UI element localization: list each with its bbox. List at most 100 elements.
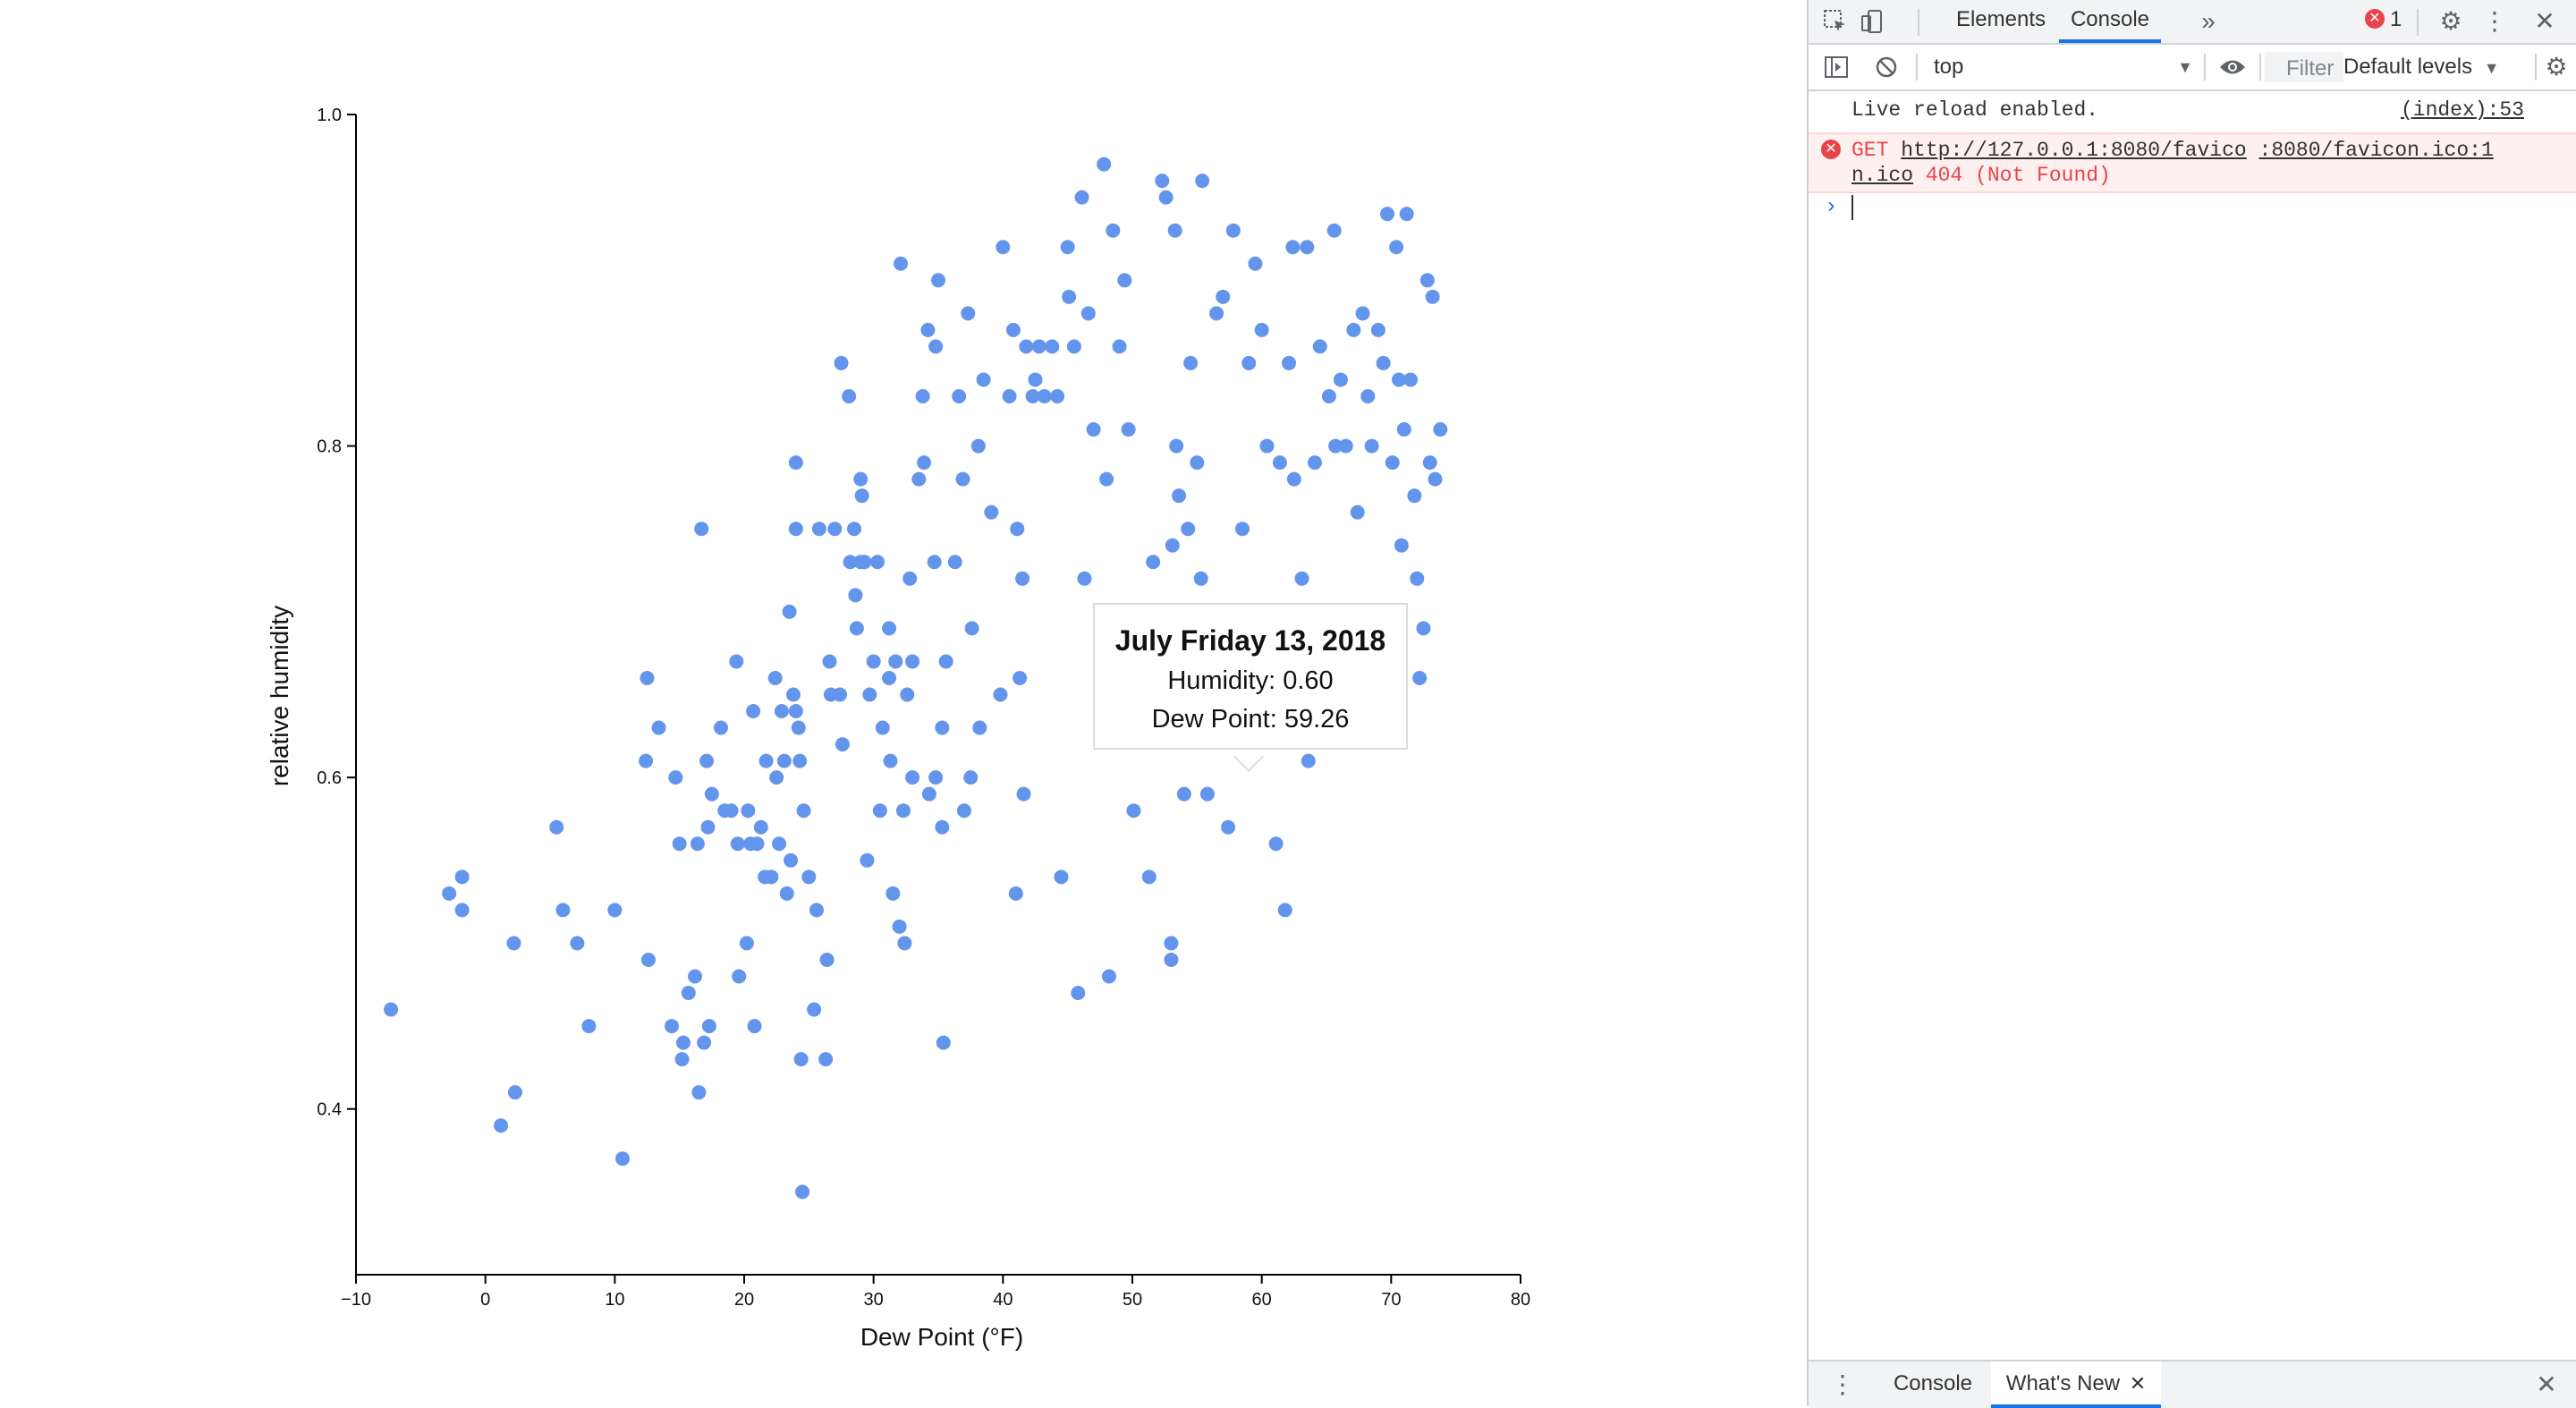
data-point[interactable] bbox=[857, 555, 872, 570]
data-point[interactable] bbox=[788, 522, 803, 537]
data-point[interactable] bbox=[870, 555, 886, 570]
data-point[interactable] bbox=[936, 1035, 951, 1050]
data-point[interactable] bbox=[1241, 355, 1257, 370]
data-point[interactable] bbox=[690, 836, 705, 852]
data-point[interactable] bbox=[834, 355, 849, 370]
data-point[interactable] bbox=[384, 1002, 399, 1017]
data-point[interactable] bbox=[1005, 322, 1021, 337]
data-point[interactable] bbox=[996, 240, 1011, 255]
data-point[interactable] bbox=[570, 936, 585, 951]
data-point[interactable] bbox=[1407, 488, 1422, 504]
data-point[interactable] bbox=[1169, 438, 1184, 454]
data-point[interactable] bbox=[1403, 372, 1419, 387]
data-point[interactable] bbox=[984, 505, 999, 520]
data-point[interactable] bbox=[1101, 969, 1116, 984]
data-point[interactable] bbox=[1002, 388, 1017, 403]
data-point[interactable] bbox=[972, 720, 987, 735]
data-point[interactable] bbox=[853, 471, 869, 487]
data-point[interactable] bbox=[507, 1085, 522, 1100]
data-point[interactable] bbox=[900, 687, 915, 702]
data-point[interactable] bbox=[764, 869, 779, 885]
data-point[interactable] bbox=[897, 936, 912, 951]
data-point[interactable] bbox=[866, 654, 881, 669]
data-point[interactable] bbox=[713, 720, 728, 735]
data-point[interactable] bbox=[704, 786, 719, 802]
data-point[interactable] bbox=[801, 869, 817, 885]
context-select[interactable]: top ▼ bbox=[1934, 52, 2193, 82]
data-point[interactable] bbox=[753, 819, 768, 835]
data-point[interactable] bbox=[1028, 372, 1043, 387]
data-point[interactable] bbox=[758, 753, 774, 768]
data-point[interactable] bbox=[494, 1118, 509, 1133]
data-point[interactable] bbox=[882, 621, 897, 636]
data-point[interactable] bbox=[1364, 438, 1379, 454]
data-point[interactable] bbox=[1326, 223, 1342, 238]
error-count[interactable]: 1 bbox=[2390, 7, 2402, 31]
drawer-tab-console[interactable]: Console bbox=[1893, 1371, 1973, 1395]
data-point[interactable] bbox=[822, 654, 837, 669]
data-point[interactable] bbox=[947, 555, 962, 570]
data-point[interactable] bbox=[843, 555, 858, 570]
data-point[interactable] bbox=[1433, 422, 1448, 437]
data-point[interactable] bbox=[791, 720, 806, 735]
error-source-link[interactable]: :8080/favicon.ico:1 bbox=[2258, 139, 2494, 162]
error-url-link[interactable]: http://127.0.0.1:8080/favico bbox=[1901, 139, 2247, 162]
tab-elements[interactable]: Elements bbox=[1955, 7, 2046, 31]
data-point[interactable] bbox=[672, 836, 687, 852]
data-point[interactable] bbox=[911, 471, 927, 487]
data-point[interactable] bbox=[1013, 670, 1028, 685]
data-point[interactable] bbox=[963, 770, 979, 785]
data-point[interactable] bbox=[769, 770, 784, 785]
data-point[interactable] bbox=[1164, 952, 1179, 967]
data-point[interactable] bbox=[892, 919, 907, 934]
data-point[interactable] bbox=[1195, 174, 1210, 189]
data-point[interactable] bbox=[664, 1019, 679, 1034]
data-point[interactable] bbox=[724, 803, 739, 819]
data-point[interactable] bbox=[555, 903, 571, 918]
data-point[interactable] bbox=[1428, 471, 1443, 487]
data-point[interactable] bbox=[1376, 355, 1391, 370]
data-point[interactable] bbox=[1370, 322, 1385, 337]
more-tabs-icon[interactable]: » bbox=[2201, 7, 2216, 35]
data-point[interactable] bbox=[1126, 803, 1141, 819]
data-point[interactable] bbox=[779, 886, 794, 901]
data-point[interactable] bbox=[928, 770, 944, 785]
data-point[interactable] bbox=[1010, 522, 1025, 537]
tab-console[interactable]: Console bbox=[2059, 0, 2161, 43]
inspect-element-icon[interactable] bbox=[1818, 0, 1853, 48]
data-point[interactable] bbox=[688, 969, 703, 984]
data-point[interactable] bbox=[454, 869, 470, 885]
data-point[interactable] bbox=[849, 621, 864, 636]
data-point[interactable] bbox=[782, 604, 797, 619]
data-point[interactable] bbox=[1294, 571, 1309, 586]
data-point[interactable] bbox=[1176, 786, 1191, 802]
data-point[interactable] bbox=[860, 852, 875, 868]
data-point[interactable] bbox=[888, 654, 903, 669]
data-point[interactable] bbox=[788, 455, 803, 471]
data-point[interactable] bbox=[1328, 438, 1343, 454]
data-point[interactable] bbox=[902, 571, 918, 586]
data-point[interactable] bbox=[809, 903, 825, 918]
data-point[interactable] bbox=[795, 1184, 810, 1200]
data-point[interactable] bbox=[1165, 538, 1180, 553]
data-point[interactable] bbox=[1181, 522, 1196, 537]
data-point[interactable] bbox=[935, 720, 950, 735]
data-point[interactable] bbox=[955, 471, 970, 487]
data-point[interactable] bbox=[1060, 240, 1075, 255]
data-point[interactable] bbox=[1167, 223, 1182, 238]
data-point[interactable] bbox=[1394, 538, 1409, 553]
data-point[interactable] bbox=[1062, 289, 1077, 304]
data-point[interactable] bbox=[1285, 240, 1301, 255]
data-point[interactable] bbox=[668, 770, 683, 785]
data-point[interactable] bbox=[454, 903, 470, 918]
data-point[interactable] bbox=[956, 803, 971, 819]
data-point[interactable] bbox=[976, 372, 991, 387]
data-point[interactable] bbox=[639, 753, 654, 768]
data-point[interactable] bbox=[1286, 471, 1301, 487]
data-point[interactable] bbox=[681, 986, 696, 1001]
data-point[interactable] bbox=[1019, 339, 1034, 354]
data-point[interactable] bbox=[928, 339, 944, 354]
data-point[interactable] bbox=[993, 687, 1008, 702]
log-source-link[interactable]: (index):53 bbox=[2400, 98, 2524, 122]
data-point[interactable] bbox=[905, 654, 920, 669]
